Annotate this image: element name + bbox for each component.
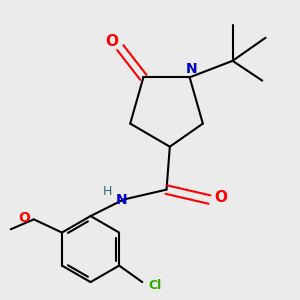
Text: O: O <box>214 190 227 206</box>
Text: O: O <box>19 211 31 225</box>
Text: H: H <box>102 185 112 198</box>
Text: N: N <box>116 193 127 206</box>
Text: O: O <box>106 34 118 49</box>
Text: N: N <box>185 62 197 76</box>
Text: Cl: Cl <box>148 279 161 292</box>
